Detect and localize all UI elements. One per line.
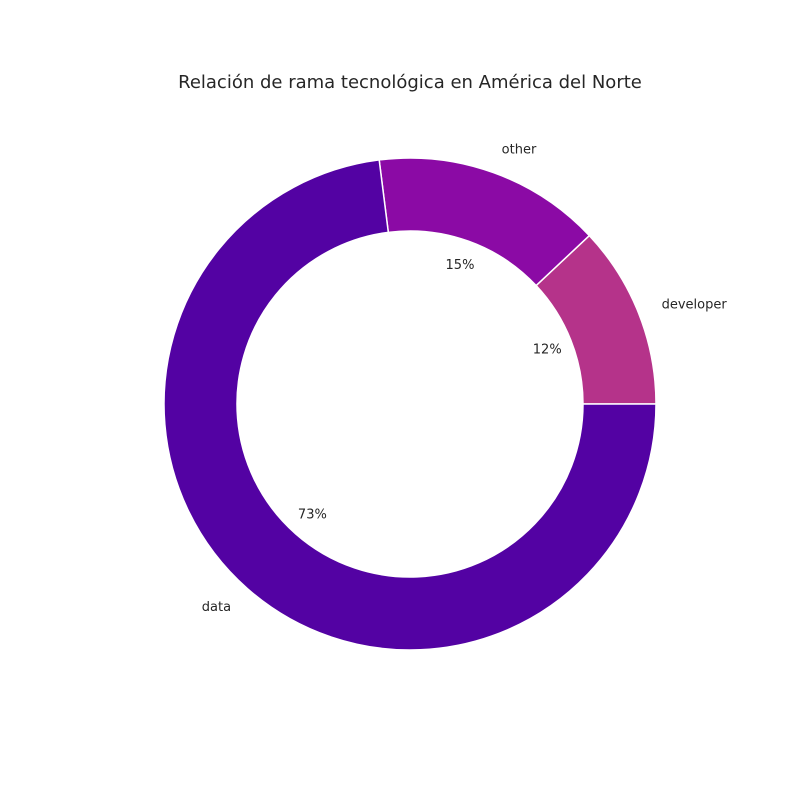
pct-label-data: 73% bbox=[298, 508, 327, 523]
slice-label-developer: developer bbox=[662, 297, 728, 312]
pct-label-developer: 12% bbox=[533, 343, 562, 358]
labels-group: developer 12% other 15% data 73% bbox=[202, 142, 728, 615]
slice-label-other: other bbox=[502, 142, 537, 157]
slices-group bbox=[163, 157, 657, 651]
slice-label-data: data bbox=[202, 600, 231, 615]
pct-label-other: 15% bbox=[446, 258, 475, 273]
chart-title: Relación de rama tecnológica en América … bbox=[178, 72, 642, 93]
slice-data bbox=[163, 159, 657, 651]
